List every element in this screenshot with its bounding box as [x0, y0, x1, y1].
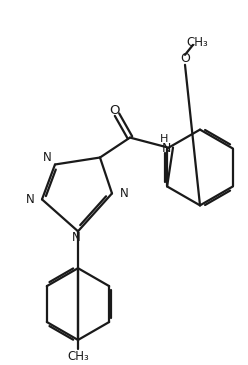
Text: N: N [120, 187, 129, 200]
Text: N: N [26, 193, 35, 206]
Text: O: O [180, 52, 190, 65]
Text: N: N [43, 151, 52, 164]
Text: O: O [110, 104, 120, 117]
Text: H: H [160, 134, 168, 143]
Text: N: N [161, 142, 171, 155]
Text: CH₃: CH₃ [67, 350, 89, 364]
Text: N: N [72, 231, 80, 244]
Text: CH₃: CH₃ [186, 36, 208, 49]
